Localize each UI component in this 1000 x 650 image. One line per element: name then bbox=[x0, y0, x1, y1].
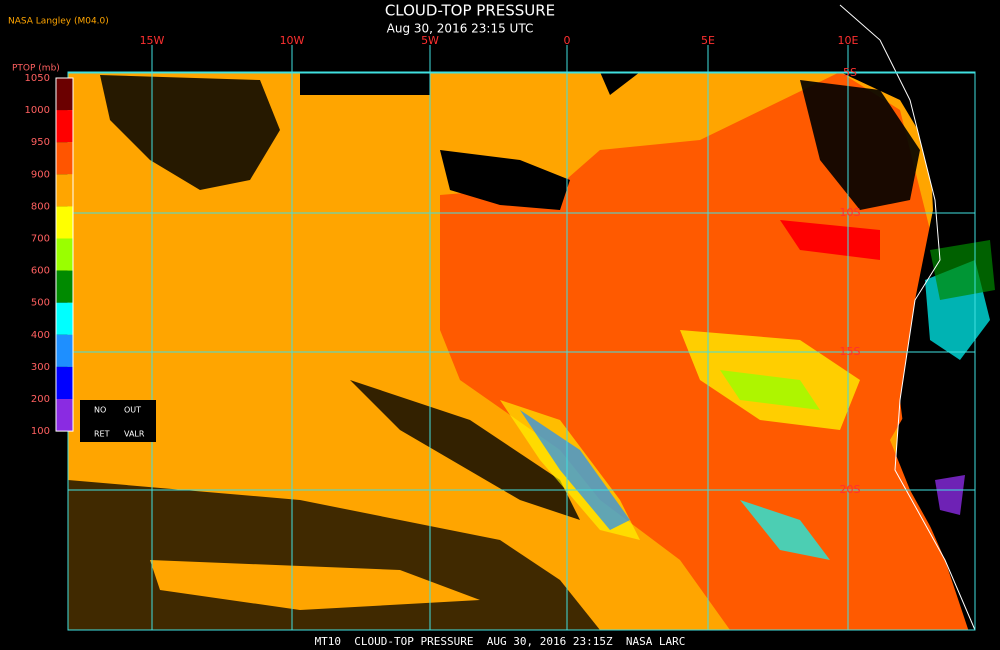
latitude-label: 15S bbox=[840, 345, 861, 358]
colorbar-tick-label: 800 bbox=[31, 201, 50, 212]
colorbar-segment bbox=[56, 142, 73, 175]
colorbar-segment bbox=[56, 206, 73, 239]
colorbar-tick-label: 300 bbox=[31, 362, 50, 373]
colorbar-label: PTOP (mb) bbox=[12, 64, 60, 74]
graticule bbox=[68, 45, 975, 630]
colorbar-frame bbox=[55, 77, 74, 432]
colorbar-segment bbox=[56, 174, 73, 207]
title: CLOUD-TOP PRESSURE bbox=[385, 2, 555, 20]
longitude-label: 0 bbox=[564, 34, 571, 47]
map-imagery bbox=[68, 0, 1000, 650]
source: NASA Langley (M04.0) bbox=[8, 17, 109, 27]
colorbar: 1050 1000 950 900 800 700 600 500 400 300 200 100 bbox=[25, 73, 74, 437]
legend-text: NO bbox=[94, 406, 106, 415]
colorbar-segment bbox=[56, 110, 73, 143]
colorbar-segment bbox=[56, 334, 73, 367]
colorbar-tick-label: 600 bbox=[31, 266, 50, 277]
longitude-label: 10W bbox=[280, 34, 305, 47]
longitude-label: 10E bbox=[838, 34, 859, 47]
colorbar-segment bbox=[56, 302, 73, 335]
legend-text: RET bbox=[94, 430, 110, 439]
latitude-label: 10S bbox=[840, 206, 861, 219]
colorbar-segment bbox=[56, 270, 73, 303]
colorbar-tick-label: 500 bbox=[31, 298, 50, 309]
legend-text: OUT bbox=[124, 406, 141, 415]
colorbar-segment bbox=[56, 366, 73, 399]
colorbar-segment bbox=[56, 399, 73, 432]
latitude-label: 5S bbox=[843, 66, 857, 79]
colorbar-tick-label: 400 bbox=[31, 330, 50, 341]
latitude-label: 20S bbox=[840, 483, 861, 496]
subtitle: Aug 30, 2016 23:15 UTC bbox=[387, 22, 534, 36]
longitude-label: 15W bbox=[140, 34, 165, 47]
colorbar-segment bbox=[56, 78, 73, 111]
colorbar-tick-label: 1000 bbox=[25, 105, 50, 116]
longitude-label: 5E bbox=[701, 34, 715, 47]
longitude-label: 5W bbox=[421, 34, 439, 47]
colorbar-tick-label: 950 bbox=[31, 137, 50, 148]
colorbar-tick-label: 100 bbox=[31, 426, 50, 437]
footer: MT10 CLOUD-TOP PRESSURE AUG 30, 2016 23:… bbox=[315, 635, 686, 648]
legend-text: VALR bbox=[124, 430, 145, 439]
colorbar-tick-label: 700 bbox=[31, 234, 50, 245]
colorbar-tick-label: 1050 bbox=[25, 73, 50, 84]
colorbar-tick-label: 900 bbox=[31, 169, 50, 180]
legend-box bbox=[80, 400, 156, 442]
colorbar-segment bbox=[56, 238, 73, 271]
colorbar-tick-label: 200 bbox=[31, 394, 50, 405]
